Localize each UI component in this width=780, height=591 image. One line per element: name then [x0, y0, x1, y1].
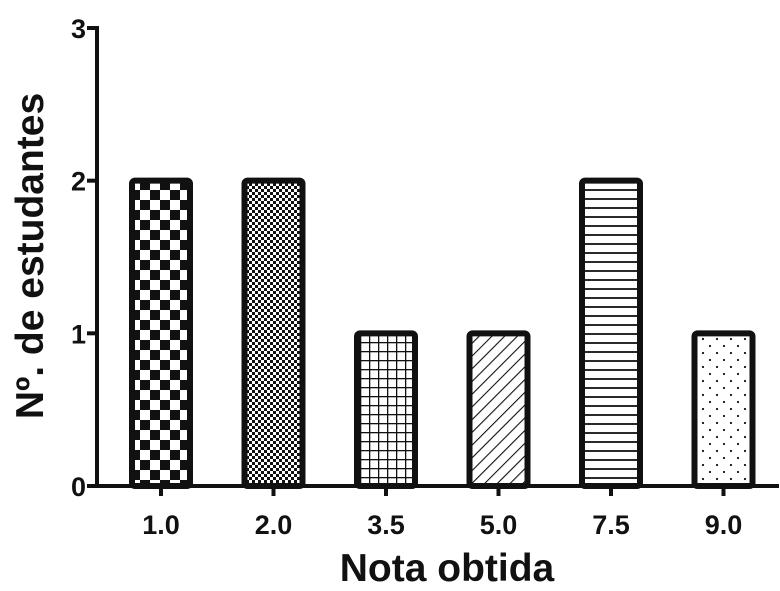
y-tick-label: 1: [71, 319, 86, 349]
x-tick-labels: 1.0 2.0 3.5 5.0 7.5 9.0: [142, 510, 742, 540]
bar-7-5: [579, 177, 643, 490]
bar-9-0: [691, 330, 756, 490]
axes-group: [87, 26, 779, 496]
x-tick-label: 3.5: [367, 510, 405, 540]
y-tick-label: 0: [71, 472, 86, 502]
bars-group: [129, 177, 756, 490]
y-tick-label: 2: [71, 167, 86, 197]
x-tick-label: 9.0: [705, 510, 743, 540]
x-tick-label: 5.0: [480, 510, 518, 540]
y-tick-label: 3: [71, 14, 86, 44]
x-tick-label: 2.0: [255, 510, 293, 540]
y-axis-title: Nº. de estudantes: [9, 93, 52, 419]
x-axis-title: Nota obtida: [340, 547, 555, 590]
bar-3-5: [354, 330, 418, 490]
x-tick-label: 1.0: [142, 510, 180, 540]
bar-2-0: [241, 177, 306, 490]
bar-5-0: [466, 330, 531, 490]
y-tick-labels: 0 1 2 3: [71, 14, 86, 502]
bar-1-0: [129, 177, 193, 490]
x-tick-label: 7.5: [592, 510, 630, 540]
